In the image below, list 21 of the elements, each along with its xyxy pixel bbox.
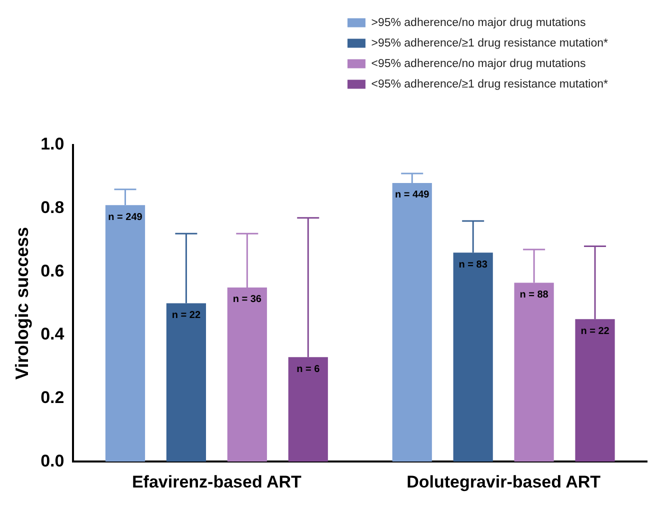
legend-label: <95% adherence/no major drug mutations xyxy=(371,58,586,70)
legend-label: >95% adherence/no major drug mutations xyxy=(371,16,586,29)
annotation: n = 249 xyxy=(108,212,143,223)
y-axis-title: Virologic success xyxy=(12,226,32,380)
annotation: n = 36 xyxy=(232,294,262,306)
y-tick-label: 0.4 xyxy=(40,324,65,344)
x-tick-label: Dolutegravir-based ART xyxy=(406,472,602,492)
x-tick-label: Efavirenz-based ART xyxy=(132,472,302,492)
annotation: n = 449 xyxy=(395,190,430,201)
y-tick-label: 0.2 xyxy=(40,388,64,407)
annotation: n = 6 xyxy=(296,364,320,375)
legend-label: >95% adherence/≥1 drug resistance mutation* xyxy=(371,37,609,50)
annotation: n = 88 xyxy=(520,289,549,300)
y-tick-label: 0.6 xyxy=(40,261,64,280)
y-tick-label: 0.8 xyxy=(40,198,64,218)
y-tick-label: 1.0 xyxy=(40,134,64,154)
y-tick-label: 0.0 xyxy=(40,451,64,470)
annotation: n = 83 xyxy=(458,259,488,270)
annotation: n = 22 xyxy=(172,310,201,322)
annotation: n = 22 xyxy=(580,326,610,337)
legend-label: <95% adherence/≥1 drug resistance mutation* xyxy=(371,78,609,90)
